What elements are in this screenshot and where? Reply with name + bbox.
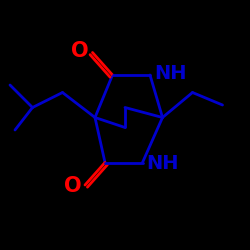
Text: O: O [71,41,89,61]
Text: O: O [64,176,81,196]
Text: NH: NH [146,154,179,173]
Text: NH: NH [154,64,186,83]
